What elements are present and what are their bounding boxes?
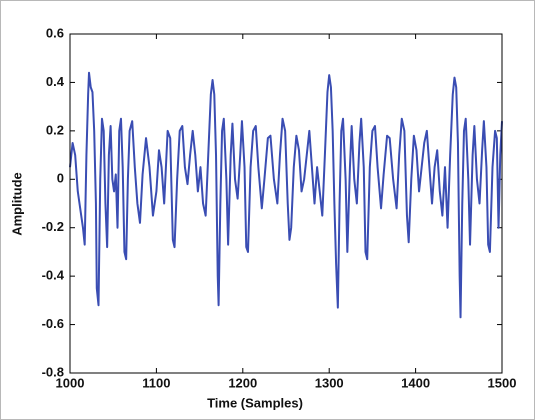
x-tick-label: 1400 bbox=[401, 375, 430, 390]
y-tick-label: -0.2 bbox=[42, 219, 64, 234]
x-tick-label: 1300 bbox=[315, 375, 344, 390]
y-tick-label: 0.4 bbox=[46, 74, 65, 89]
y-tick-label: -0.4 bbox=[42, 268, 65, 283]
x-tick-label: 1100 bbox=[142, 375, 170, 390]
y-tick-label: -0.6 bbox=[42, 316, 64, 331]
x-tick-label: 1000 bbox=[56, 375, 85, 390]
y-tick-label: -0.8 bbox=[42, 364, 64, 379]
x-tick-label: 1200 bbox=[228, 375, 257, 390]
x-axis-label: Time (Samples) bbox=[207, 395, 303, 410]
y-tick-label: 0.6 bbox=[46, 25, 64, 40]
y-axis-label: Amplitude bbox=[9, 172, 24, 236]
axes-box bbox=[69, 33, 503, 374]
y-tick-label: 0 bbox=[57, 171, 64, 186]
y-tick-label: 0.2 bbox=[46, 122, 64, 137]
plot-area bbox=[70, 34, 502, 373]
signal-line bbox=[69, 71, 503, 319]
x-tick-label: 1500 bbox=[488, 375, 517, 390]
